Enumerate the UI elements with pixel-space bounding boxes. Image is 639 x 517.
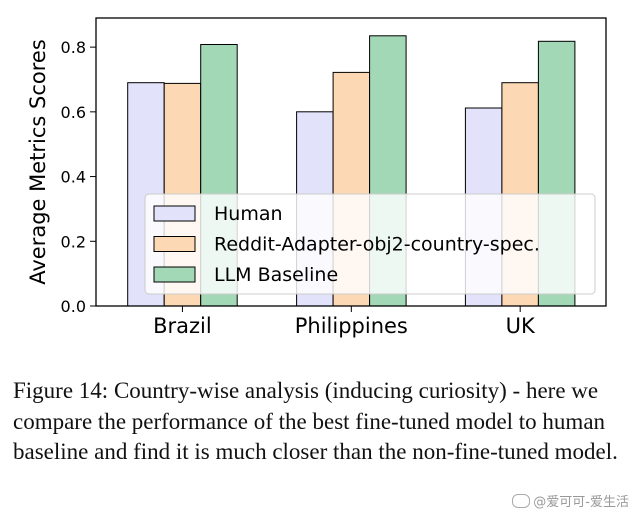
y-tick-label: 0.2 — [61, 232, 86, 251]
figure-caption: Figure 14: Country-wise analysis (induci… — [13, 378, 618, 464]
plot-frame — [95, 17, 607, 307]
legend-swatch-reddit-adapter-obj2-country-spec — [153, 236, 196, 252]
x-ticks-group: Brazil Philippines UK — [153, 306, 536, 338]
y-tick-label: 0.0 — [61, 297, 86, 316]
x-tick-label-uk: UK — [506, 314, 536, 338]
legend-label-llm-baseline: LLM Baseline — [214, 264, 338, 286]
bar-chart: Average Metrics Scores 0.0 0.2 0.4 0.6 0.8 B… — [26, 17, 607, 338]
legend-swatch-llm-baseline — [153, 266, 196, 283]
legend-label-human: Human — [214, 203, 283, 225]
legend-label-reddit-adapter-obj2-country-spec: Reddit-Adapter-obj2-country-spec. — [214, 234, 540, 256]
x-tick-label-brazil: Brazil — [153, 314, 212, 338]
x-tick-label-philippines: Philippines — [295, 314, 408, 338]
y-ticks-group: 0.0 0.2 0.4 0.6 0.8 — [61, 38, 96, 316]
y-tick-label: 0.4 — [61, 168, 86, 187]
y-tick-label: 0.8 — [61, 38, 86, 57]
watermark-text: @爱可可-爱生活 — [533, 495, 629, 510]
y-tick-label: 0.6 — [61, 103, 86, 122]
weibo-logo-icon — [512, 493, 531, 508]
legend: Human Reddit-Adapter-obj2-country-spec. LL… — [144, 193, 596, 295]
legend-box — [144, 193, 596, 295]
y-axis-label: Average Metrics Scores — [26, 39, 50, 285]
watermark: @爱可可-爱生活 — [512, 491, 629, 510]
legend-swatch-human — [153, 205, 196, 222]
